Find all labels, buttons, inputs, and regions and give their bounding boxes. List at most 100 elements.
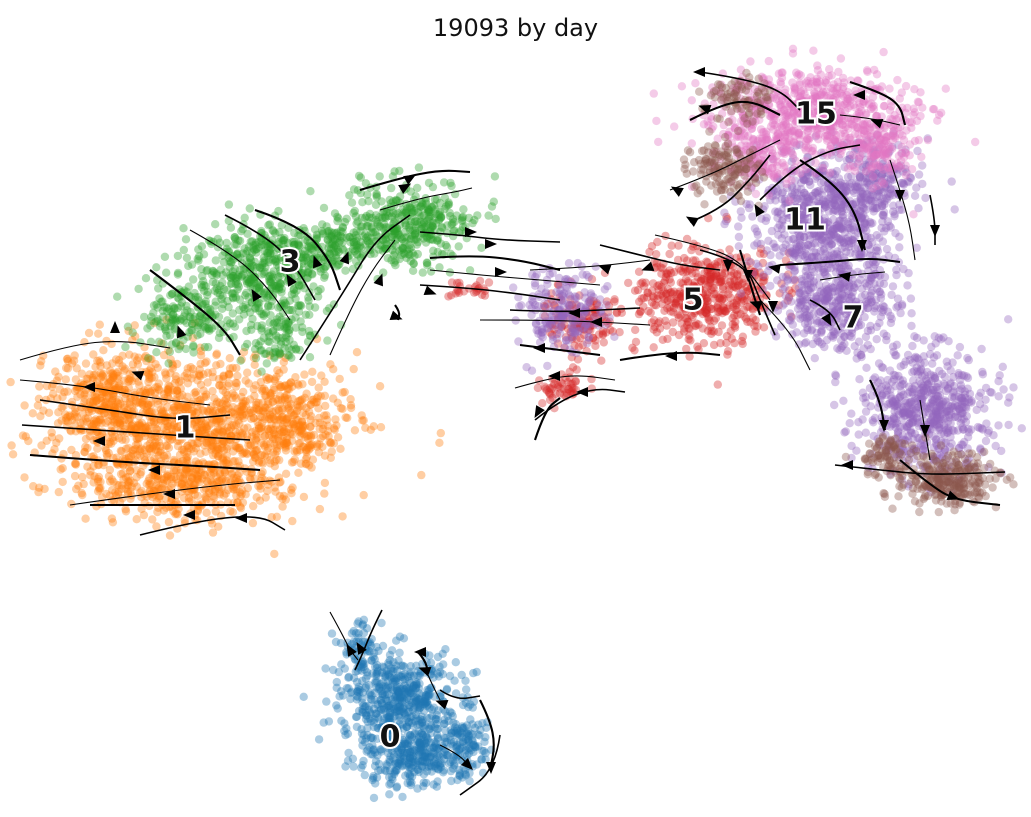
data-point	[196, 449, 205, 458]
data-point	[419, 778, 428, 787]
data-point	[412, 696, 422, 706]
data-point	[369, 745, 378, 755]
data-point	[289, 419, 299, 429]
data-point	[372, 669, 381, 679]
data-point	[406, 751, 415, 760]
data-point	[391, 766, 401, 775]
data-point	[533, 383, 543, 393]
data-point	[404, 701, 414, 710]
data-point	[392, 783, 401, 792]
data-point	[329, 665, 338, 675]
data-point	[565, 373, 574, 382]
data-point	[358, 688, 367, 697]
data-point	[145, 439, 154, 448]
data-point	[403, 707, 413, 717]
data-point	[265, 220, 274, 229]
data-point	[184, 261, 193, 271]
data-point	[395, 760, 404, 769]
data-point	[631, 325, 640, 335]
data-point	[467, 735, 477, 745]
data-point	[62, 413, 71, 423]
data-point	[352, 348, 362, 357]
data-point	[405, 707, 414, 716]
data-point	[391, 696, 400, 705]
data-point	[368, 741, 377, 750]
data-point	[180, 516, 189, 525]
data-point	[417, 728, 427, 738]
data-point	[379, 213, 388, 222]
data-point	[432, 195, 441, 204]
data-point	[386, 703, 396, 713]
data-point	[406, 702, 415, 712]
data-point	[361, 683, 370, 693]
data-point	[413, 756, 423, 766]
data-point	[414, 700, 423, 709]
data-point	[425, 651, 434, 660]
data-point	[366, 694, 375, 704]
data-point	[314, 404, 323, 413]
data-point	[248, 518, 258, 528]
data-point	[421, 763, 430, 772]
data-point	[367, 656, 376, 665]
data-point	[230, 322, 240, 331]
data-point	[462, 751, 472, 760]
data-point	[977, 344, 986, 354]
data-point	[407, 732, 417, 742]
data-point	[321, 430, 330, 439]
data-point	[341, 413, 350, 422]
data-point	[79, 417, 88, 427]
data-point	[393, 726, 403, 735]
data-point	[428, 711, 437, 720]
data-point	[469, 747, 478, 757]
data-point	[382, 666, 391, 676]
data-point	[419, 752, 428, 762]
data-point	[414, 732, 424, 741]
data-point	[455, 771, 464, 780]
data-point	[358, 735, 367, 745]
data-point	[387, 772, 397, 782]
data-point	[367, 695, 376, 704]
data-point	[369, 745, 379, 754]
data-point	[249, 261, 258, 271]
data-point	[435, 752, 444, 761]
data-point	[455, 278, 464, 287]
data-point	[354, 682, 363, 692]
data-point	[420, 697, 429, 706]
data-point	[734, 281, 743, 290]
data-point	[353, 250, 362, 259]
data-point	[369, 773, 378, 783]
data-point	[445, 671, 455, 681]
data-point	[469, 697, 479, 706]
data-point	[230, 233, 239, 242]
data-point	[446, 757, 455, 767]
data-point	[89, 350, 98, 359]
data-point	[684, 335, 693, 344]
data-point	[408, 683, 418, 692]
data-point	[408, 745, 417, 754]
data-point	[196, 351, 206, 360]
data-point	[343, 729, 353, 738]
data-point	[449, 752, 458, 761]
data-point	[363, 671, 372, 680]
data-point	[387, 674, 396, 683]
data-point	[433, 715, 442, 724]
data-point	[354, 706, 364, 716]
data-point	[634, 267, 644, 276]
data-point	[415, 738, 424, 747]
data-point	[414, 740, 423, 749]
data-point	[72, 484, 81, 494]
data-point	[186, 363, 195, 372]
data-point	[356, 173, 365, 182]
data-point	[418, 730, 427, 739]
data-point	[238, 249, 248, 258]
data-point	[446, 766, 456, 776]
data-point	[385, 757, 394, 767]
data-point	[425, 743, 435, 752]
data-point	[466, 700, 475, 709]
data-point	[202, 508, 211, 517]
data-point	[385, 717, 394, 727]
data-point	[392, 766, 401, 775]
data-point	[365, 647, 374, 656]
data-point	[385, 772, 394, 782]
data-point	[417, 718, 426, 727]
